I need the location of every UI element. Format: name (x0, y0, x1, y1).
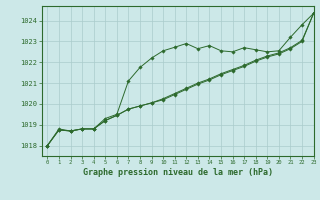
X-axis label: Graphe pression niveau de la mer (hPa): Graphe pression niveau de la mer (hPa) (83, 168, 273, 177)
